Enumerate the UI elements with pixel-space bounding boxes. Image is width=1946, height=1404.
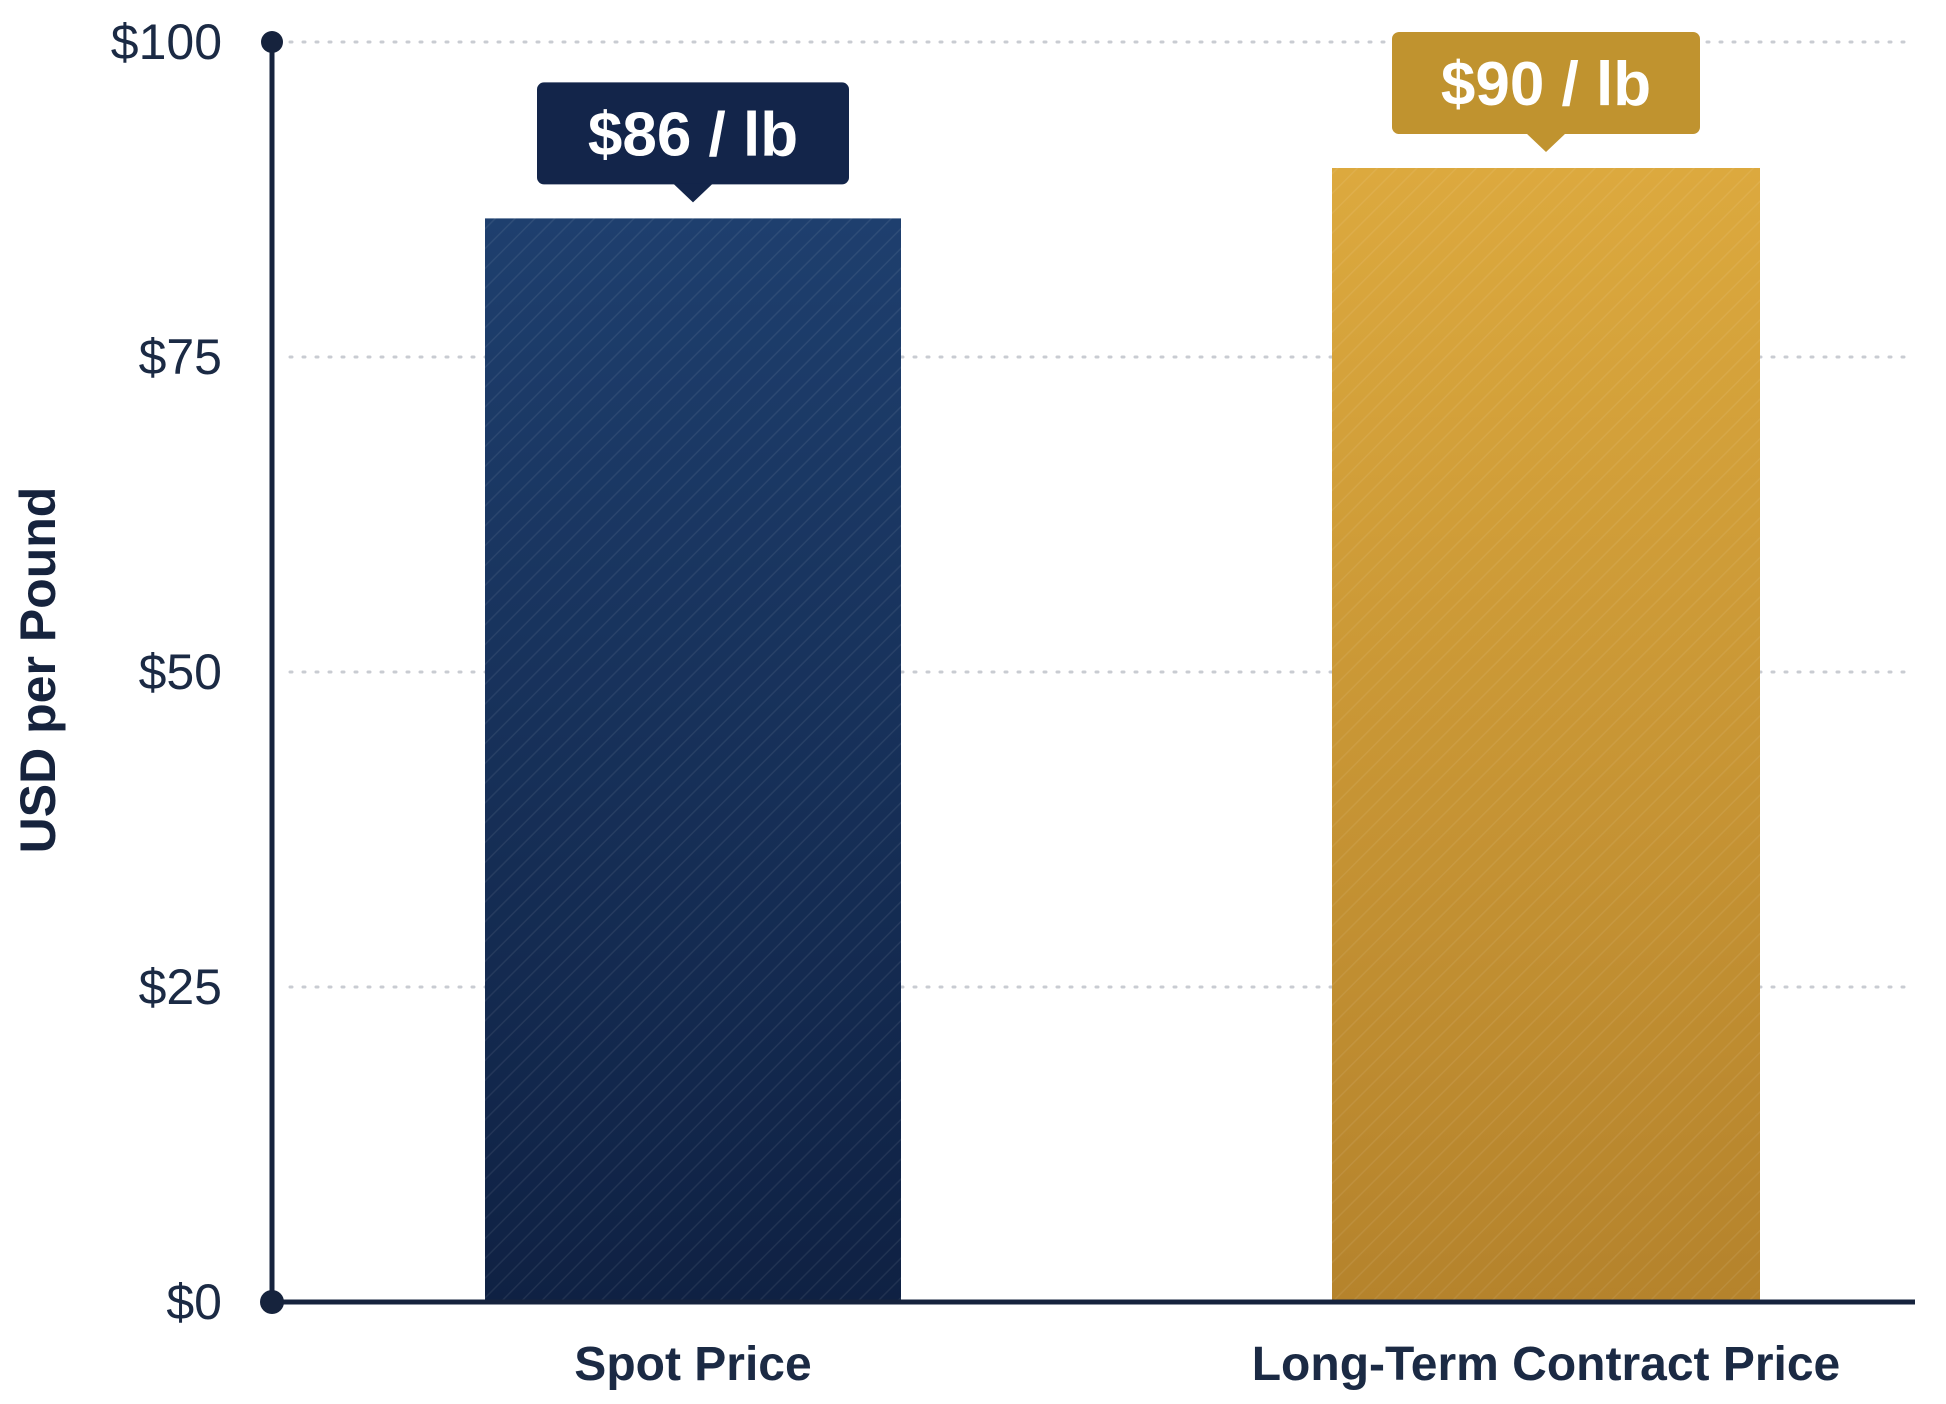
- x-category-label: Spot Price: [574, 1338, 811, 1391]
- y-tick-label: $25: [139, 959, 222, 1015]
- data-label-callout: $86 / lb: [537, 82, 849, 203]
- y-axis-title: USD per Pound: [10, 487, 66, 854]
- x-category-label: Long-Term Contract Price: [1252, 1338, 1841, 1391]
- axes: [260, 31, 1915, 1314]
- bars: [485, 168, 1760, 1302]
- axis-origin-dot: [260, 1290, 284, 1314]
- bar-texture: [485, 218, 901, 1302]
- data-label: $90 / lb: [1441, 50, 1651, 119]
- y-tick-label: $100: [111, 14, 222, 70]
- y-tick-label: $50: [139, 644, 222, 700]
- y-tick-label: $0: [166, 1274, 222, 1330]
- labels: $0 $25 $50 $75 $100 $86 / lb Spot Price $90 / l…: [111, 14, 1840, 1391]
- bar-texture: [1332, 168, 1760, 1302]
- data-label: $86 / lb: [588, 100, 798, 169]
- axis-end-dot: [261, 31, 283, 53]
- y-tick-label: $75: [139, 329, 222, 385]
- data-label-callout: $90 / lb: [1392, 32, 1700, 152]
